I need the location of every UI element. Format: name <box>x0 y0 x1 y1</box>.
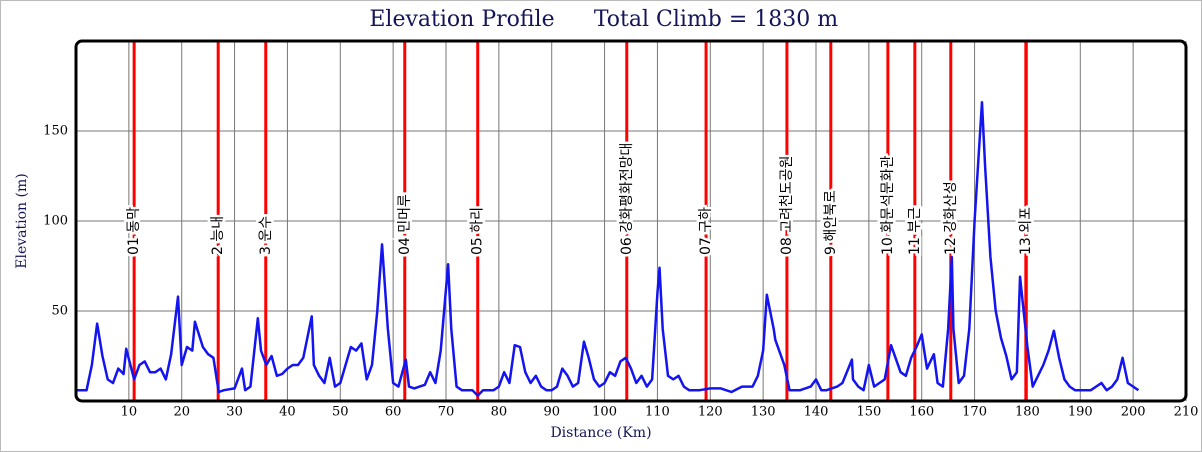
x-tick-label: 20 <box>173 405 190 420</box>
plot-frame <box>74 39 1188 403</box>
stage-label: 01 동막 <box>126 207 142 255</box>
x-tick-label: 110 <box>645 405 670 420</box>
x-tick-label: 200 <box>1121 405 1146 420</box>
x-tick-label: 180 <box>1015 405 1040 420</box>
stage-label: 06 강화평화전망대 <box>619 143 635 255</box>
stage-label: 07 구하 <box>698 207 714 255</box>
x-tick-label: 40 <box>279 405 296 420</box>
x-tick-label: 10 <box>121 405 138 420</box>
stage-label: 08 고려천도공원 <box>779 155 795 255</box>
x-tick-label: 190 <box>1068 405 1093 420</box>
x-axis-label: Distance (Km) <box>550 425 651 441</box>
stage-label: 04 민머루 <box>397 194 413 255</box>
stage-label: 11 부근 <box>907 207 923 255</box>
stage-label: 3 운수 <box>258 216 274 255</box>
y-tick-label: 50 <box>51 304 68 319</box>
x-tick-label: 80 <box>491 405 508 420</box>
stage-label: 05 하리 <box>470 207 486 255</box>
x-tick-label: 120 <box>698 405 723 420</box>
marks: 01 동막 2 능내 3 운수 04 민머루 05 하리 06 강화평화전망대 07 구하 0… <box>76 41 1140 401</box>
x-tick-label: 60 <box>385 405 402 420</box>
chart-title: Elevation Profile <box>369 7 554 32</box>
stage-label: 10 화문석문화관 <box>880 155 896 255</box>
x-tick-label: 90 <box>543 405 560 420</box>
x-tick-label: 160 <box>909 405 934 420</box>
y-axis-label: Elevation (m) <box>14 173 30 268</box>
y-tick-label: 150 <box>43 124 68 139</box>
x-tick-label: 100 <box>592 405 617 420</box>
x-tick-label: 140 <box>804 405 829 420</box>
stage-label: 2 능내 <box>210 216 226 255</box>
stage-label: 9 해안북로 <box>823 190 839 255</box>
chart-subtitle: Total Climb = 1830 m <box>594 7 838 32</box>
x-tick-label: 130 <box>751 405 776 420</box>
x-tick-label: 150 <box>856 405 881 420</box>
elevation-line <box>76 100 1140 397</box>
x-tick-label: 170 <box>962 405 987 420</box>
y-tick-label: 100 <box>43 214 68 229</box>
stage-label: 12 강화산성 <box>943 181 959 255</box>
x-tick-label: 70 <box>438 405 455 420</box>
x-tick-label: 210 <box>1174 405 1199 420</box>
x-tick-label: 30 <box>226 405 243 420</box>
stage-label: 13 외포 <box>1018 207 1034 255</box>
x-tick-label: 50 <box>332 405 349 420</box>
